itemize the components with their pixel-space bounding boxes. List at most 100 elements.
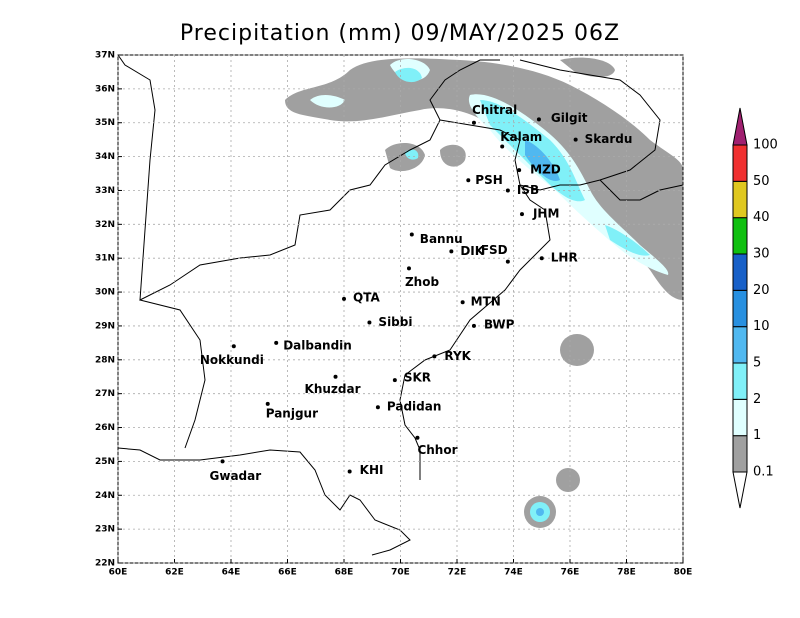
precip-area: [536, 508, 544, 516]
city-label: Sibbi: [378, 315, 412, 329]
colorbar-label: 30: [753, 247, 770, 262]
city-marker: [220, 459, 225, 464]
precip-area: [560, 334, 594, 366]
city-marker: [342, 296, 346, 301]
y-tick-label: 23N: [95, 525, 115, 535]
colorbar-segment: [732, 107, 748, 146]
colorbar-label: 40: [753, 210, 770, 225]
city-label: Kalam: [500, 130, 542, 144]
y-tick-label: 32N: [95, 220, 115, 230]
city-label: Bannu: [420, 232, 463, 246]
city-marker: [347, 469, 352, 474]
city-label: Chitral: [472, 103, 517, 117]
city-marker: [536, 117, 541, 122]
precip-area: [385, 143, 466, 172]
y-tick-label: 25N: [95, 457, 115, 467]
city-marker: [367, 320, 372, 325]
x-tick-label: 74E: [504, 568, 523, 578]
y-tick-label: 33N: [95, 186, 115, 196]
colorbar-label: 100: [753, 138, 778, 153]
y-tick-label: 30N: [95, 288, 115, 298]
city-marker: [409, 232, 414, 237]
colorbar-label: 2: [753, 392, 761, 407]
precip-area: [285, 58, 683, 301]
city-marker: [406, 266, 411, 271]
city-marker: [505, 259, 510, 264]
colorbar-label: 20: [753, 283, 770, 298]
city-label: Padidan: [387, 400, 442, 414]
x-tick-label: 68E: [335, 568, 354, 578]
precipitation-field: [285, 57, 683, 528]
colorbar-label: 0.1: [753, 465, 774, 480]
precip-area: [395, 67, 422, 160]
colorbar-label: 10: [753, 319, 770, 334]
city-label: MZD: [530, 163, 561, 177]
precip-area: [560, 57, 615, 77]
city-marker: [471, 120, 476, 125]
city-label: JHM: [532, 207, 559, 221]
border-line: [139, 179, 684, 449]
city-marker: [505, 188, 510, 193]
city-marker: [231, 344, 236, 349]
colorbar-segment: [732, 253, 748, 291]
x-tick-label: 62E: [165, 568, 184, 578]
city-marker: [471, 323, 476, 328]
colorbar-segment: [732, 398, 748, 437]
y-tick-label: 22N: [95, 559, 115, 569]
colorbar-segment: [732, 180, 748, 219]
city-label: Gilgit: [551, 111, 588, 125]
city-marker: [432, 354, 437, 359]
city-marker: [333, 374, 338, 379]
y-tick-label: 36N: [95, 84, 115, 94]
colorbar-segment: [732, 326, 748, 364]
city-label: Khuzdar: [305, 382, 361, 396]
city-label: FSD: [481, 243, 508, 257]
city-marker: [500, 144, 505, 149]
x-tick-label: 76E: [561, 568, 580, 578]
city-marker: [539, 256, 544, 261]
colorbar-segment: [732, 362, 748, 400]
city-label: KHI: [360, 463, 384, 477]
y-tick-label: 29N: [95, 321, 115, 331]
y-tick-label: 34N: [95, 152, 115, 162]
y-tick-label: 31N: [95, 254, 115, 264]
city-label: DIK: [460, 244, 484, 258]
y-tick-label: 24N: [95, 491, 115, 501]
city-marker: [519, 212, 524, 217]
border-line: [117, 54, 500, 301]
colorbar-segment: [732, 217, 748, 255]
city-label: RYK: [444, 349, 471, 363]
city-label: QTA: [353, 290, 380, 304]
city-label: MTN: [471, 295, 501, 309]
y-tick-label: 37N: [95, 51, 115, 61]
x-tick-label: 64E: [222, 568, 241, 578]
y-tick-label: 28N: [95, 355, 115, 365]
precip-area: [525, 140, 560, 181]
x-tick-label: 60E: [109, 568, 128, 578]
city-marker: [449, 249, 454, 254]
city-label: Zhob: [405, 275, 439, 289]
city-marker: [415, 435, 420, 440]
city-label: PSH: [475, 173, 502, 187]
y-tick-label: 26N: [95, 423, 115, 433]
city-label: Gwadar: [210, 469, 262, 483]
x-tick-label: 78E: [617, 568, 636, 578]
colorbar-label: 1: [753, 428, 761, 443]
precip-area: [556, 468, 580, 492]
y-tick-label: 35N: [95, 118, 115, 128]
city-label: Skardu: [585, 132, 633, 146]
city-marker: [466, 178, 471, 183]
y-tick-label: 27N: [95, 389, 115, 399]
city-marker: [392, 378, 397, 383]
colorbar-segment: [732, 435, 748, 473]
x-tick-label: 80E: [674, 568, 693, 578]
colorbar-segment: [732, 471, 748, 509]
city-marker: [573, 137, 578, 142]
precip-area: [480, 100, 650, 256]
city-label: Panjgur: [266, 406, 318, 420]
city-marker: [460, 300, 465, 305]
city-label: LHR: [551, 251, 578, 265]
city-label: Chhor: [417, 443, 457, 457]
x-tick-label: 70E: [391, 568, 410, 578]
